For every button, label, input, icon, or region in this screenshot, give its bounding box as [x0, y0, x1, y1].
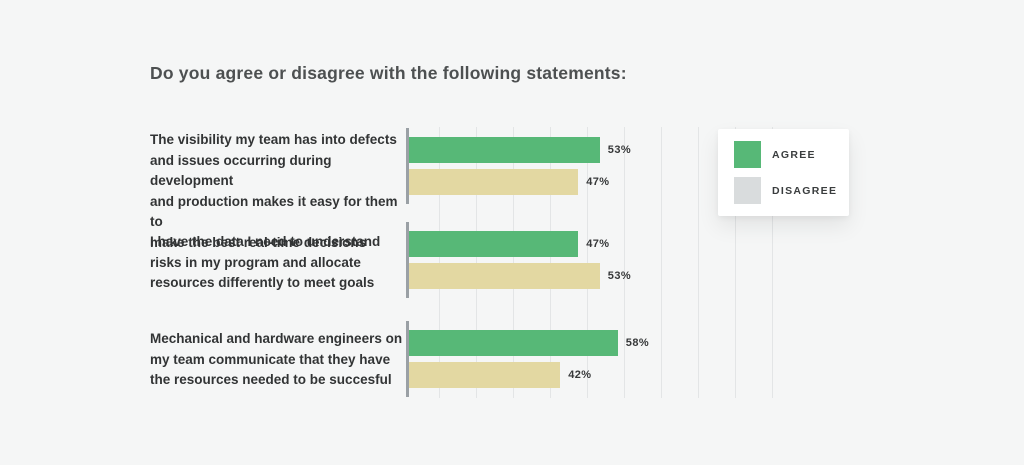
agree-value-label-3: 58% [625, 337, 650, 349]
disagree-value-label-1: 47% [586, 176, 610, 188]
disagree-bar-2 [409, 263, 600, 289]
bar-group-1: 53% 47% [406, 128, 826, 204]
disagree-value-label-2: 53% [607, 270, 632, 282]
disagree-bar-1 [409, 169, 579, 195]
legend-item-disagree: DISAGREE [734, 177, 849, 204]
axis-tick-3 [406, 321, 409, 397]
bar-group-3: 58% 42% [406, 321, 826, 397]
chart-row-3: Mechanical and hardware engineers on my … [0, 321, 1024, 397]
agree-bar-2 [409, 231, 579, 257]
axis-tick-2 [406, 222, 409, 298]
disagree-bar-3 [409, 362, 561, 388]
bar-group-2: 47% 53% [406, 222, 826, 298]
statement-text-2: I have the data I need to understand ris… [150, 234, 381, 290]
chart-row-2: I have the data I need to understand ris… [0, 222, 1024, 298]
page-title: Do you agree or disagree with the follow… [150, 63, 627, 83]
disagree-swatch [734, 177, 761, 204]
statement-text-3: Mechanical and hardware engineers on my … [150, 331, 403, 387]
agree-bar-1 [409, 137, 600, 163]
agree-value-label-1: 53% [607, 144, 632, 156]
legend-card: AGREE DISAGREE [718, 129, 849, 216]
axis-tick-1 [406, 128, 409, 204]
agree-value-label-2: 47% [586, 238, 610, 250]
agree-bar-3 [409, 330, 618, 356]
legend-label-agree: AGREE [772, 148, 816, 161]
legend-item-agree: AGREE [734, 141, 849, 168]
chart-row-1: The visibility my team has into defects … [0, 128, 1024, 250]
statement-text-1: The visibility my team has into defects … [150, 132, 398, 250]
disagree-value-label-3: 42% [568, 369, 592, 381]
agree-swatch [734, 141, 761, 168]
legend-label-disagree: DISAGREE [772, 184, 838, 197]
